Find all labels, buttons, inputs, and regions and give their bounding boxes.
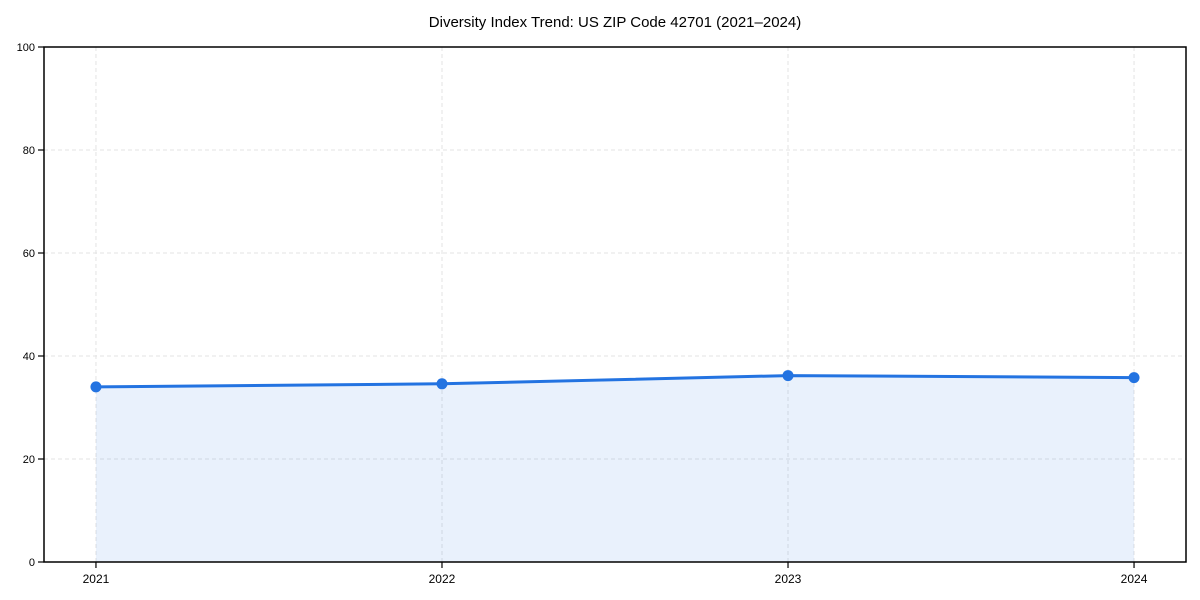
data-point-2021	[90, 381, 102, 393]
data-point-2022	[436, 378, 448, 390]
plot-frame	[43, 46, 1187, 563]
y-tick-label: 60	[23, 248, 35, 260]
chart-title: Diversity Index Trend: US ZIP Code 42701…	[429, 14, 801, 31]
x-tick-label: 2021	[83, 572, 110, 586]
y-tick-label: 20	[23, 454, 35, 466]
plot-area: 0 20 40 60 80 100 2021 2022 2023 2024	[17, 42, 1187, 586]
data-point-2024	[1128, 372, 1140, 384]
y-tick-label: 100	[17, 42, 35, 54]
y-tick-label: 80	[23, 145, 35, 157]
x-tick-label: 2022	[429, 572, 456, 586]
x-tick-label: 2023	[775, 572, 802, 586]
trend-line	[94, 374, 1136, 389]
y-tick-label: 0	[29, 557, 35, 569]
y-tick-label: 40	[23, 351, 35, 363]
area-fill	[95, 375, 1135, 562]
x-tick-label: 2024	[1121, 572, 1148, 586]
data-point-2023	[782, 370, 794, 382]
